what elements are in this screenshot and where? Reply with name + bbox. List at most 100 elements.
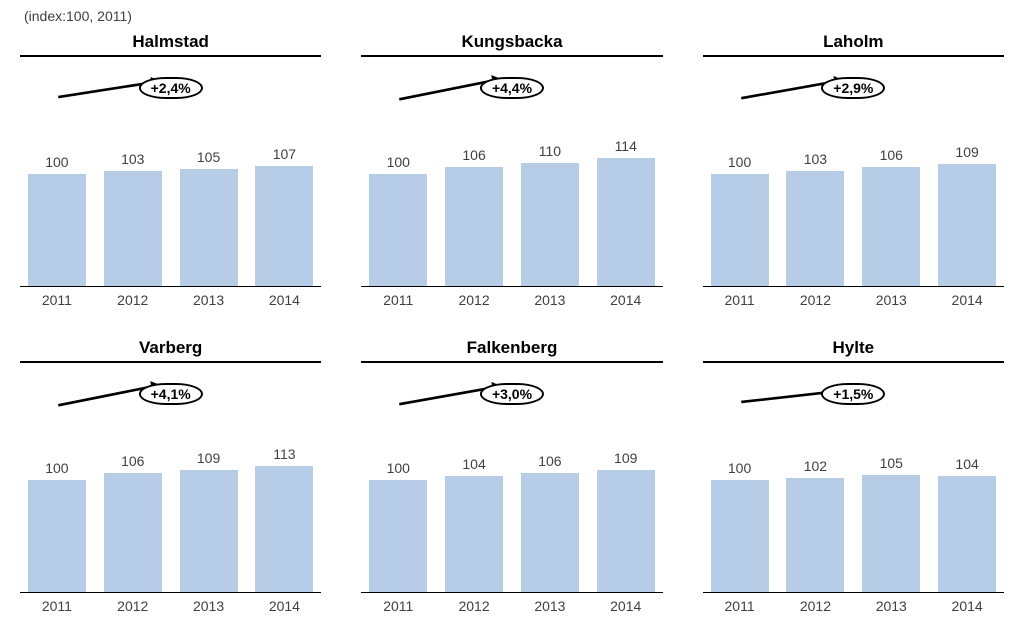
x-axis-labels: 2011 2012 2013 2014 [703, 287, 1004, 308]
bar-slot: 106 [100, 413, 166, 592]
panel-title: Falkenberg [361, 338, 662, 363]
bar [255, 166, 313, 286]
bar-value: 100 [45, 154, 68, 170]
bar-value: 100 [728, 154, 751, 170]
bar-slot: 100 [24, 107, 90, 286]
x-axis-labels: 2011 2012 2013 2014 [361, 287, 662, 308]
bar-value: 100 [387, 154, 410, 170]
bar [180, 169, 238, 286]
x-label: 2013 [858, 598, 924, 614]
bar-slot: 107 [251, 107, 317, 286]
bar [521, 163, 579, 286]
panel-title: Laholm [703, 32, 1004, 57]
bar [711, 480, 769, 592]
bar [369, 480, 427, 592]
trend-label: +3,0% [480, 383, 544, 405]
x-label: 2013 [858, 292, 924, 308]
bar-slot: 106 [517, 413, 583, 592]
x-label: 2014 [593, 292, 659, 308]
bar [862, 475, 920, 592]
x-axis-labels: 2011 2012 2013 2014 [361, 593, 662, 614]
bar-slot: 106 [858, 107, 924, 286]
chart-area: 100 103 106 109 [703, 107, 1004, 287]
bar-value: 100 [45, 460, 68, 476]
bar-slot: 103 [783, 107, 849, 286]
bar-value: 100 [387, 460, 410, 476]
panel-title: Varberg [20, 338, 321, 363]
bar [28, 174, 86, 286]
panel-title: Halmstad [20, 32, 321, 57]
bar [938, 164, 996, 286]
trend-indicator: +2,4% [20, 71, 321, 105]
bar-slot: 114 [593, 107, 659, 286]
panel-halmstad: Halmstad +2,4% 100 103 105 107 2011 2012… [20, 32, 321, 308]
x-axis-labels: 2011 2012 2013 2014 [20, 593, 321, 614]
trend-label: +4,1% [139, 383, 203, 405]
bar-slot: 100 [24, 413, 90, 592]
bar [369, 174, 427, 286]
bar-slot: 105 [858, 413, 924, 592]
bar-value: 113 [273, 446, 295, 462]
x-label: 2012 [441, 292, 507, 308]
x-label: 2011 [24, 598, 90, 614]
bar-slot: 106 [441, 107, 507, 286]
x-label: 2014 [593, 598, 659, 614]
bar [597, 470, 655, 592]
bar [445, 167, 503, 286]
chart-grid: Halmstad +2,4% 100 103 105 107 2011 2012… [20, 32, 1004, 614]
x-label: 2011 [707, 598, 773, 614]
panel-title: Kungsbacka [361, 32, 662, 57]
bar-value: 109 [614, 450, 637, 466]
bar [786, 478, 844, 592]
bar-value: 103 [804, 151, 827, 167]
bar-value: 107 [273, 146, 296, 162]
bar-value: 100 [728, 460, 751, 476]
bar-slot: 109 [593, 413, 659, 592]
trend-label: +2,9% [821, 77, 885, 99]
bar-slot: 103 [100, 107, 166, 286]
x-label: 2014 [251, 598, 317, 614]
x-label: 2011 [24, 292, 90, 308]
x-label: 2014 [934, 292, 1000, 308]
x-label: 2013 [517, 292, 583, 308]
bar-slot: 100 [365, 107, 431, 286]
x-label: 2011 [365, 292, 431, 308]
bar-slot: 113 [251, 413, 317, 592]
bar-value: 106 [121, 453, 144, 469]
bar-value: 104 [462, 456, 485, 472]
bar-slot: 110 [517, 107, 583, 286]
chart-area: 100 106 109 113 [20, 413, 321, 593]
bar [255, 466, 313, 592]
bar-value: 105 [880, 455, 903, 471]
bar [180, 470, 238, 592]
trend-indicator: +4,4% [361, 71, 662, 105]
x-axis-labels: 2011 2012 2013 2014 [703, 593, 1004, 614]
bar-value: 106 [880, 147, 903, 163]
panel-varberg: Varberg +4,1% 100 106 109 113 2011 2012 … [20, 338, 321, 614]
bar [786, 171, 844, 286]
x-label: 2014 [251, 292, 317, 308]
x-label: 2013 [176, 292, 242, 308]
panel-falkenberg: Falkenberg +3,0% 100 104 106 109 2011 20… [361, 338, 662, 614]
trend-label: +4,4% [480, 77, 544, 99]
bar-value: 102 [804, 458, 827, 474]
chart-area: 100 104 106 109 [361, 413, 662, 593]
trend-label: +1,5% [821, 383, 885, 405]
chart-area: 100 102 105 104 [703, 413, 1004, 593]
bar-value: 106 [538, 453, 561, 469]
panel-kungsbacka: Kungsbacka +4,4% 100 106 110 114 2011 20… [361, 32, 662, 308]
chart-area: 100 106 110 114 [361, 107, 662, 287]
bar-slot: 100 [707, 413, 773, 592]
bar [28, 480, 86, 592]
trend-indicator: +4,1% [20, 377, 321, 411]
trend-indicator: +1,5% [703, 377, 1004, 411]
bar [521, 473, 579, 592]
x-label: 2013 [517, 598, 583, 614]
bar [445, 476, 503, 592]
bar [104, 171, 162, 286]
bar [938, 476, 996, 592]
bar-slot: 109 [176, 413, 242, 592]
chart-area: 100 103 105 107 [20, 107, 321, 287]
bar-slot: 109 [934, 107, 1000, 286]
trend-indicator: +3,0% [361, 377, 662, 411]
